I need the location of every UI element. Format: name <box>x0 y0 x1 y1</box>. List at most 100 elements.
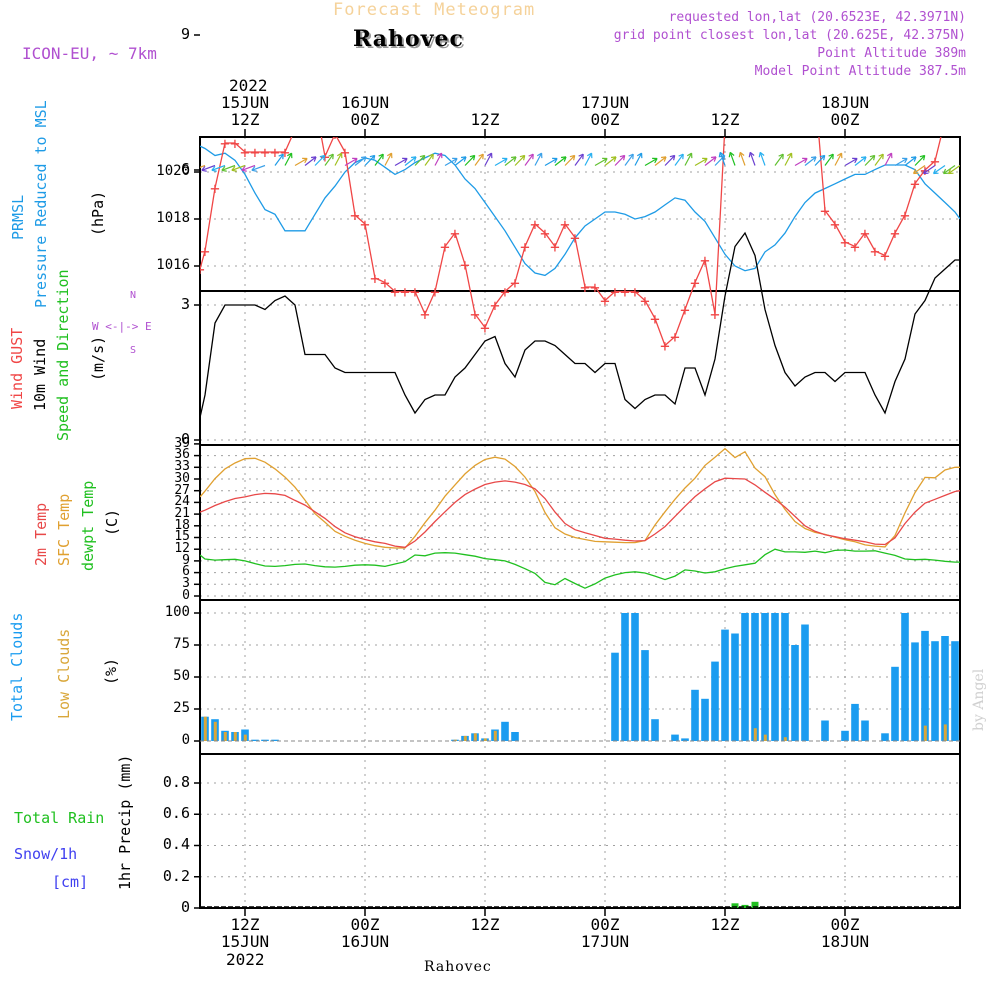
total-cloud-bar <box>861 720 869 741</box>
wind-direction-arrow <box>544 157 558 167</box>
total-cloud-bar <box>901 613 909 741</box>
bottom-time-label: 00Z <box>830 915 860 934</box>
gust-point: + <box>740 49 750 68</box>
gust-point: + <box>280 143 290 162</box>
wind-direction-shaft <box>884 152 893 166</box>
wind-direction-shaft <box>424 153 434 166</box>
gust-point: + <box>490 296 500 315</box>
wind-direction-head <box>504 158 508 164</box>
gust-point: + <box>350 206 360 225</box>
gust-point: + <box>195 260 205 279</box>
wind-direction-arrow <box>664 154 676 166</box>
wind-direction-arrow <box>334 152 343 166</box>
rain-bar <box>741 904 749 908</box>
wind-direction-head <box>354 158 358 164</box>
gust-point: + <box>840 233 850 252</box>
pressure-line <box>200 145 960 277</box>
wind-direction-head <box>241 169 247 172</box>
wind-direction-head <box>563 156 567 162</box>
temp-panel-frame <box>199 444 961 601</box>
gust-point: + <box>670 328 680 347</box>
wind-direction-head <box>810 156 817 159</box>
gust-point: + <box>620 283 630 302</box>
wind-direction-arrow <box>654 156 667 166</box>
total-cloud-bar <box>251 739 259 741</box>
total-cloud-bar <box>671 734 679 741</box>
temp-ytick-label: 0 <box>182 587 190 603</box>
wind-direction-arrow <box>794 157 808 167</box>
gust-line <box>200 137 942 347</box>
wind-direction-arrow <box>824 153 834 166</box>
temp-ytick-label: 3 <box>182 576 190 592</box>
wind-direction-arrow <box>704 156 717 166</box>
wind-direction-shaft <box>314 155 326 166</box>
wind-direction-arrow <box>534 152 543 166</box>
low-cloud-bar <box>473 733 477 741</box>
gust-point: + <box>470 305 480 324</box>
wind-direction-shaft <box>574 153 584 166</box>
wind-direction-arrow <box>912 165 926 175</box>
total-cloud-bar <box>731 633 739 741</box>
wind-direction-arrow <box>364 154 376 166</box>
wind-direction-shaft <box>874 153 884 166</box>
low-cloud-bar <box>493 730 497 741</box>
point-altitude: Point Altitude 389m <box>817 46 966 61</box>
wind-direction-shaft <box>894 157 908 167</box>
wind-direction-head <box>919 154 925 158</box>
wind-direction-arrow <box>314 154 326 166</box>
low-cloud-bar <box>923 725 927 741</box>
wind-direction-shaft <box>913 165 926 175</box>
wind-direction-arrow <box>424 153 434 166</box>
clouds-ytick-label: 0 <box>181 732 190 749</box>
wind-direction-shaft <box>719 152 726 166</box>
wind-direction-head <box>231 169 237 172</box>
wind-direction-arrow <box>294 157 308 167</box>
wind-direction-shaft <box>834 152 843 166</box>
wind-direction-shaft <box>914 155 926 166</box>
wind-direction-head <box>221 166 226 171</box>
wind-direction-arrow <box>738 151 746 166</box>
wind-direction-head <box>718 152 721 158</box>
wind-direction-head <box>560 156 567 159</box>
gust-point: + <box>590 278 600 297</box>
low-cloud-bar <box>453 739 457 741</box>
total-cloud-bar <box>791 645 799 741</box>
wind-direction-head <box>910 156 917 159</box>
wind-direction-arrow <box>524 153 534 166</box>
total-cloud-bar <box>951 641 959 741</box>
low-cloud-bar <box>463 735 467 741</box>
wind-direction-head <box>278 153 284 157</box>
wind-direction-shaft <box>474 153 484 166</box>
gust-point: + <box>310 94 320 113</box>
gust-point: + <box>480 319 490 338</box>
gust-point: + <box>650 310 660 329</box>
total-cloud-bar <box>511 732 519 741</box>
gust-point: + <box>830 215 840 234</box>
wind-direction-shaft <box>694 157 708 167</box>
wind-direction-shaft <box>200 164 206 168</box>
gust-point: + <box>810 80 820 99</box>
wind-direction-arrow <box>884 152 893 166</box>
total-cloud-bar <box>891 666 899 741</box>
wind-direction-head <box>723 155 726 161</box>
low-cloud-bar <box>213 721 217 741</box>
top-date-label: 17JUN <box>580 93 630 112</box>
gust-point: + <box>440 238 450 257</box>
temp-ytick-label: 30 <box>174 470 190 486</box>
wind-direction-head <box>663 156 667 162</box>
temp-ytick-label: 6 <box>182 564 190 580</box>
wind-direction-arrow <box>634 152 643 166</box>
wind-direction-head <box>823 155 826 161</box>
top-date-label: 18JUN <box>820 93 870 112</box>
total-cloud-bar <box>691 689 699 741</box>
total-cloud-bar <box>701 698 709 741</box>
gust-point: + <box>330 125 340 144</box>
wind-direction-shaft <box>221 164 236 171</box>
wind-direction-head <box>386 152 392 157</box>
wind-direction-head <box>604 158 608 164</box>
gust-point: + <box>950 62 960 81</box>
wind-direction-shaft <box>634 152 643 166</box>
gust-point: + <box>410 283 420 302</box>
wind-direction-head <box>947 168 952 174</box>
wind-direction-shaft <box>304 156 317 166</box>
